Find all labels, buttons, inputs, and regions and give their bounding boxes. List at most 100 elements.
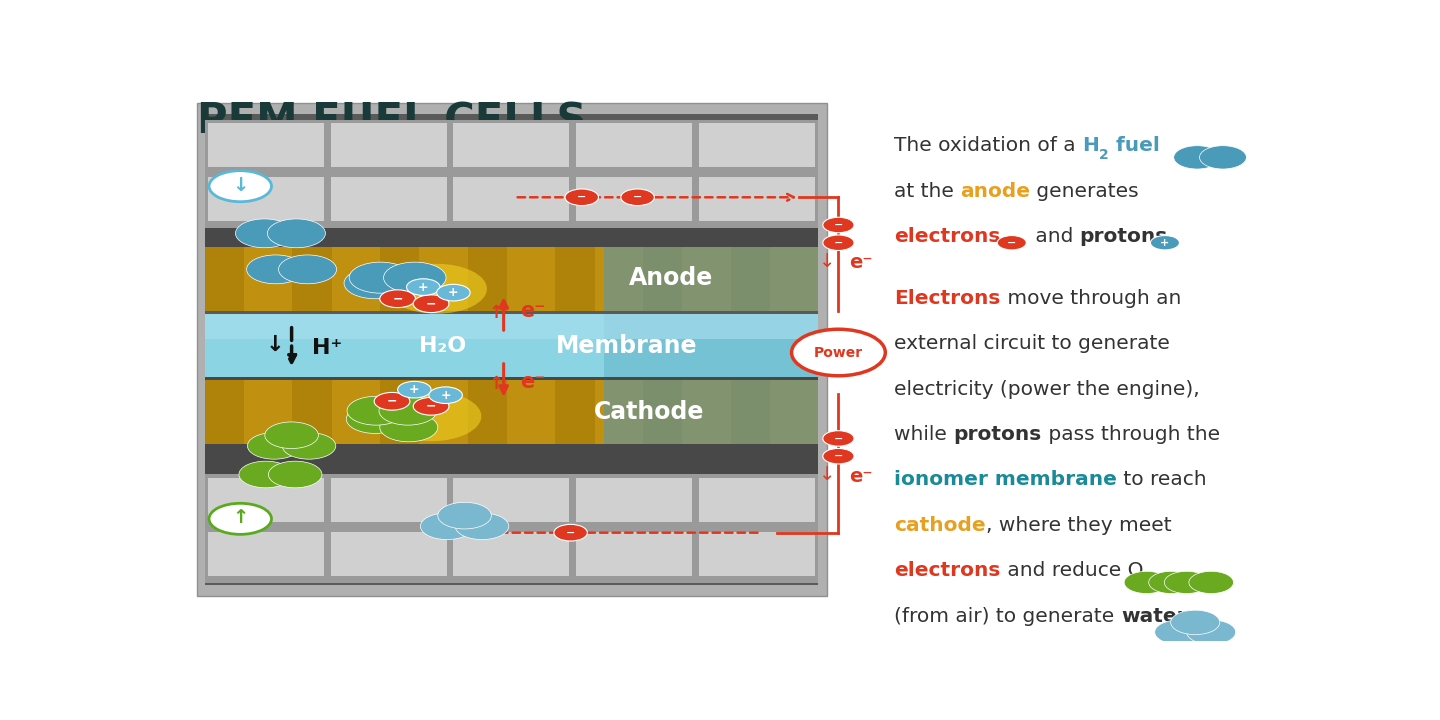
Text: −: − — [632, 192, 642, 202]
Text: e⁻: e⁻ — [520, 372, 546, 392]
Circle shape — [278, 255, 337, 284]
Circle shape — [438, 503, 491, 529]
Circle shape — [1174, 145, 1221, 169]
Bar — [204, 228, 818, 247]
Text: −: − — [426, 400, 436, 413]
Bar — [454, 177, 569, 221]
Bar — [204, 444, 818, 474]
Text: −: − — [392, 292, 403, 305]
Circle shape — [822, 431, 854, 446]
Circle shape — [564, 189, 599, 206]
Text: H⁺: H⁺ — [311, 338, 341, 358]
Circle shape — [239, 462, 292, 487]
Text: Power: Power — [814, 346, 863, 359]
Text: and reduce O: and reduce O — [1001, 562, 1143, 580]
Bar — [698, 177, 815, 221]
Bar — [204, 314, 818, 377]
Text: electrons: electrons — [894, 228, 1001, 246]
Circle shape — [265, 422, 318, 449]
Bar — [644, 380, 683, 444]
Text: ↓: ↓ — [819, 465, 835, 484]
Text: e⁻: e⁻ — [850, 467, 873, 486]
Bar — [207, 532, 324, 576]
Circle shape — [374, 392, 410, 410]
Circle shape — [1125, 572, 1169, 593]
Text: ↓: ↓ — [819, 251, 835, 271]
Bar — [331, 532, 446, 576]
Circle shape — [268, 462, 323, 487]
Bar — [292, 247, 331, 311]
Circle shape — [455, 513, 508, 539]
Text: at the: at the — [894, 181, 960, 201]
Text: −: − — [834, 433, 844, 444]
Circle shape — [554, 524, 588, 541]
Text: electrons: electrons — [894, 562, 1001, 580]
Circle shape — [379, 396, 436, 425]
Bar — [204, 314, 818, 339]
Circle shape — [413, 397, 449, 415]
Circle shape — [1187, 620, 1236, 644]
Text: protons: protons — [953, 425, 1041, 444]
Bar — [468, 380, 507, 444]
Text: −: − — [387, 395, 397, 408]
Text: +: + — [441, 389, 451, 402]
Text: fuel: fuel — [1109, 136, 1159, 156]
Bar — [468, 247, 507, 311]
Text: Membrane: Membrane — [556, 334, 697, 358]
Circle shape — [621, 189, 654, 206]
Text: , where they meet: , where they meet — [986, 516, 1172, 535]
Text: PEM FUEL CELLS: PEM FUEL CELLS — [197, 100, 586, 143]
Text: ↑: ↑ — [232, 508, 249, 527]
Bar — [204, 120, 818, 228]
Bar — [698, 532, 815, 576]
Bar — [204, 247, 818, 311]
Bar — [204, 380, 818, 444]
Circle shape — [344, 268, 406, 299]
Circle shape — [792, 329, 886, 376]
Text: ↑: ↑ — [488, 304, 503, 322]
Bar — [204, 114, 818, 585]
Circle shape — [246, 255, 305, 284]
Text: −: − — [577, 192, 586, 202]
Circle shape — [998, 235, 1027, 250]
Text: pass through the: pass through the — [1041, 425, 1220, 444]
Bar — [644, 247, 683, 311]
Bar — [204, 380, 243, 444]
Circle shape — [346, 405, 405, 433]
Text: Cathode: Cathode — [593, 400, 704, 424]
Bar — [576, 478, 693, 522]
Circle shape — [1149, 572, 1194, 593]
Circle shape — [1189, 572, 1234, 593]
Bar — [380, 380, 419, 444]
Circle shape — [822, 449, 854, 464]
Text: ionomer membrane: ionomer membrane — [894, 470, 1117, 490]
Bar — [380, 247, 419, 311]
Bar — [204, 374, 818, 444]
Circle shape — [436, 284, 471, 301]
Circle shape — [380, 391, 481, 441]
Circle shape — [268, 219, 325, 248]
Bar — [454, 123, 569, 167]
Circle shape — [822, 235, 854, 251]
Text: move through an: move through an — [1001, 289, 1181, 307]
Text: ↓: ↓ — [232, 176, 249, 194]
Bar — [207, 478, 324, 522]
Circle shape — [397, 382, 431, 398]
Bar — [204, 247, 243, 311]
Circle shape — [1155, 620, 1204, 644]
Text: external circuit to generate: external circuit to generate — [894, 334, 1171, 353]
Bar — [204, 474, 818, 582]
Text: protons: protons — [1079, 228, 1168, 246]
Text: H: H — [1083, 136, 1099, 156]
Text: +: + — [1161, 238, 1169, 248]
Text: −: − — [566, 528, 576, 538]
Bar — [698, 478, 815, 522]
Text: water: water — [1120, 607, 1187, 626]
Text: generates: generates — [1031, 181, 1139, 201]
Circle shape — [209, 503, 272, 534]
Circle shape — [1171, 610, 1220, 634]
Bar — [730, 380, 770, 444]
Circle shape — [248, 433, 301, 459]
Text: ↓: ↓ — [265, 336, 284, 355]
Text: Anode: Anode — [629, 266, 713, 289]
